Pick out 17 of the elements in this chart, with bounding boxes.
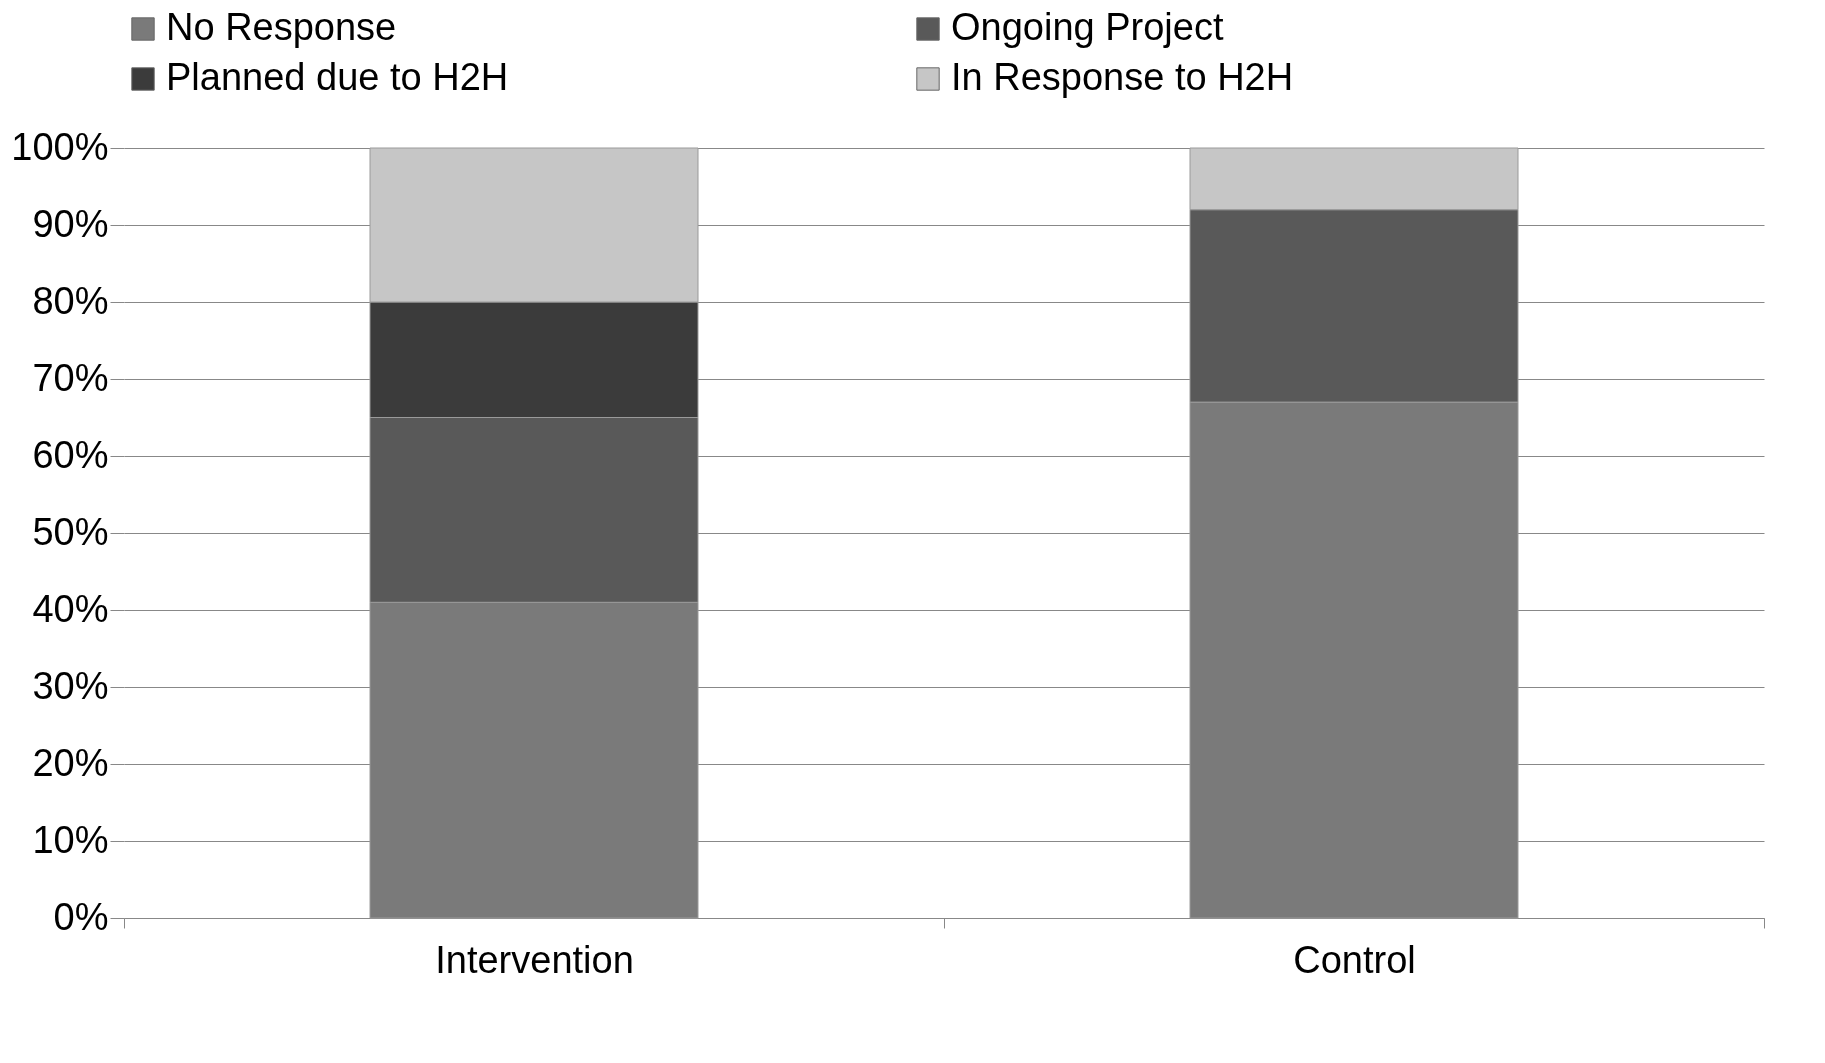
y-tick-label: 50% bbox=[32, 510, 109, 553]
y-tick-label: 10% bbox=[32, 818, 109, 861]
y-tick-label: 30% bbox=[32, 664, 109, 707]
legend-label: No Response bbox=[166, 6, 397, 48]
y-tick-label: 40% bbox=[32, 587, 109, 630]
legend-label: In Response to H2H bbox=[951, 56, 1294, 98]
y-tick-label: 0% bbox=[53, 895, 109, 938]
y-tick-label: 20% bbox=[32, 741, 109, 784]
x-tick-label: Intervention bbox=[435, 938, 634, 981]
y-tick-label: 100% bbox=[11, 125, 109, 168]
x-tick-label: Control bbox=[1293, 938, 1416, 981]
y-tick-label: 60% bbox=[32, 433, 109, 476]
y-tick-label: 90% bbox=[32, 202, 109, 245]
y-tick-label: 80% bbox=[32, 279, 109, 322]
legend-label: Planned due to H2H bbox=[166, 56, 509, 98]
y-tick-label: 70% bbox=[32, 356, 109, 399]
legend-label: Ongoing Project bbox=[951, 6, 1224, 48]
